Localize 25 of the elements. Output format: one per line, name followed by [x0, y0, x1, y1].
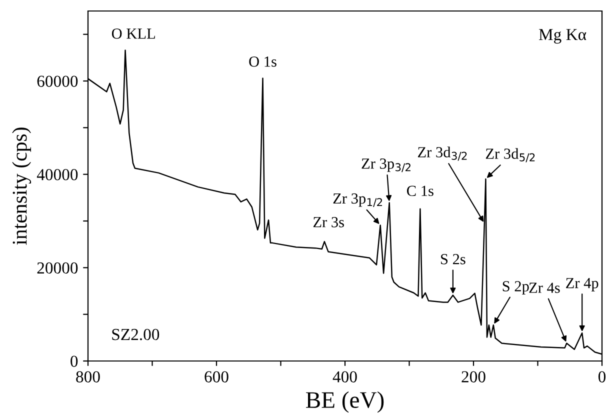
y-axis-title: intensity (cps): [12, 128, 32, 245]
annotation: SZ2.00: [112, 328, 160, 340]
y-tick-label: 60000: [37, 76, 78, 87]
x-axis-title: BE (eV): [306, 391, 384, 413]
y-tick-label: 0: [70, 356, 78, 367]
annotation: S 2s: [441, 254, 466, 264]
annotation: Zr 3p$_{3/2}$: [362, 158, 410, 172]
y-tick-label: 40000: [36, 169, 78, 180]
x-tick-label: 400: [332, 371, 357, 382]
x-tick-label: 0: [598, 371, 606, 382]
y-tick-label: 20000: [37, 262, 78, 274]
annotation: Mg Kα: [538, 29, 586, 44]
annotation: S 2p: [502, 281, 529, 295]
annotation: O KLL: [112, 28, 155, 39]
x-tick-label: 800: [76, 371, 100, 382]
annotation: Zr 4p: [566, 278, 598, 292]
annotation: Zr 3d$_{3/2}$: [418, 146, 467, 161]
annotation: Zr 3p$_{1/2}$: [333, 193, 382, 208]
annotation: Zr 3d$_{5/2}$: [486, 148, 535, 162]
annotation: O 1s: [249, 56, 276, 67]
x-tick-label: 200: [462, 371, 486, 382]
annotation: C 1s: [407, 186, 434, 196]
annotation: Zr 4s: [529, 282, 560, 293]
annotation: Zr 3s: [313, 217, 344, 228]
x-tick-label: 600: [204, 371, 228, 382]
